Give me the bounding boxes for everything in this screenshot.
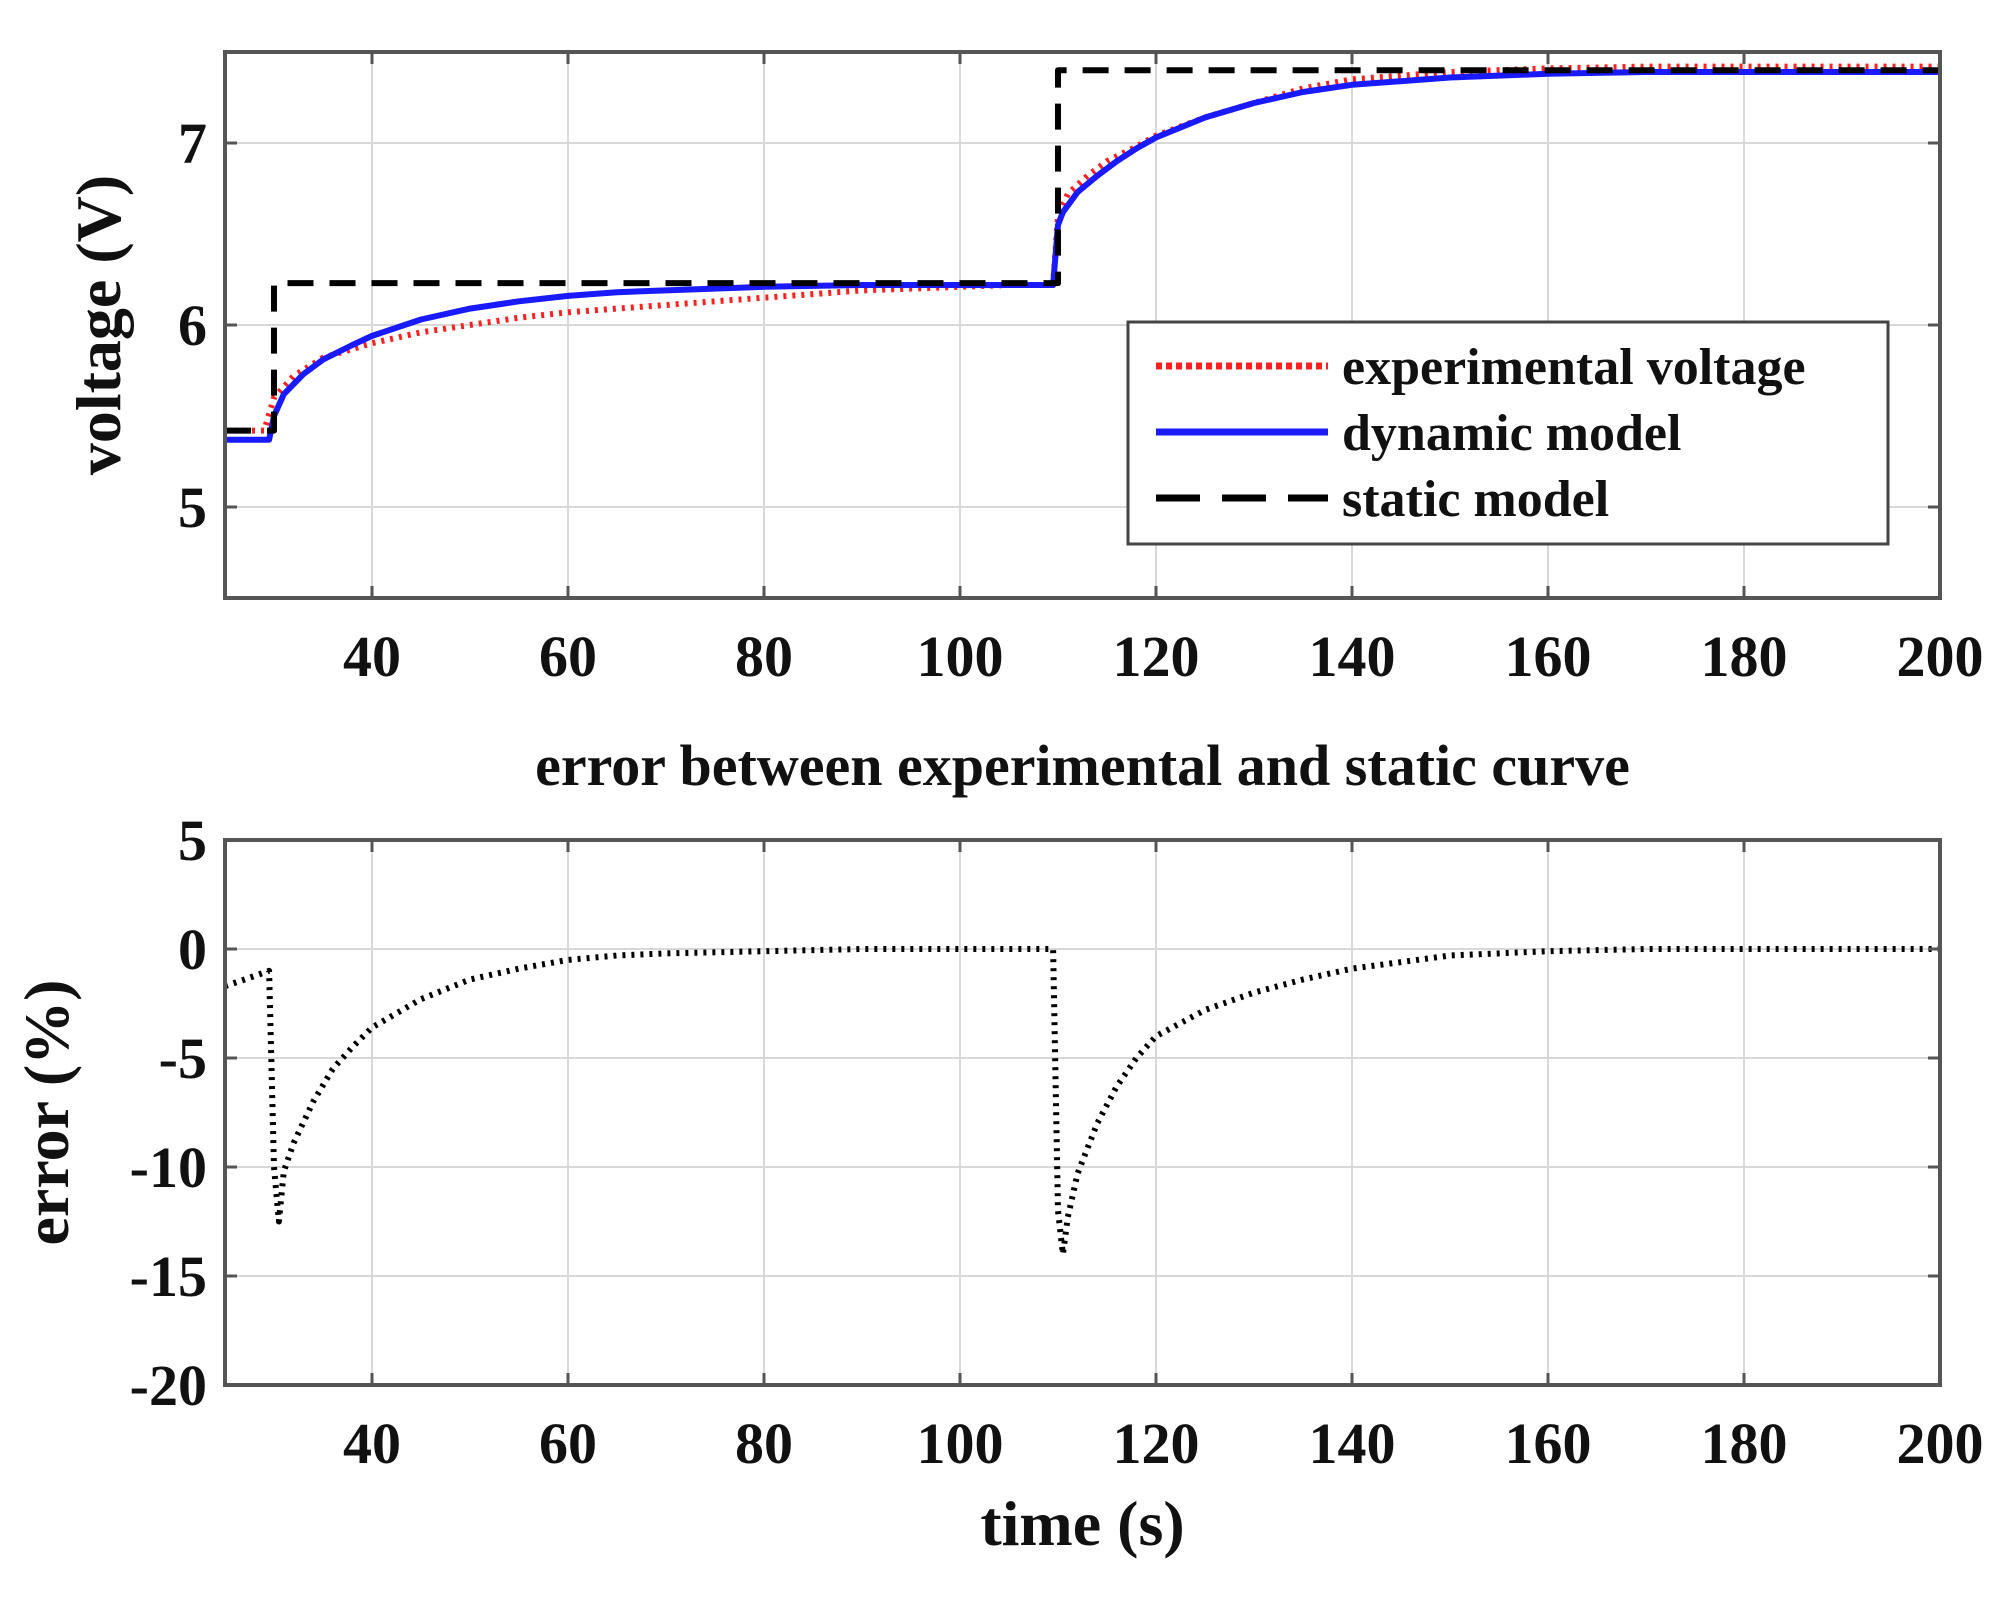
legend: experimental voltage dynamic model static … <box>1126 320 1890 546</box>
x-tick-label: 160 <box>1505 1411 1592 1476</box>
y-tick-label: -15 <box>130 1244 207 1309</box>
y-tick-label: 5 <box>178 808 207 873</box>
x-tick-label: 120 <box>1113 1411 1200 1476</box>
x-tick-label: 180 <box>1701 1411 1788 1476</box>
y-tick-label: -10 <box>130 1135 207 1200</box>
x-tick-label: 60 <box>539 624 597 689</box>
x-tick-label: 120 <box>1113 624 1200 689</box>
y-tick-label: -5 <box>159 1026 207 1091</box>
x-tick-label: 60 <box>539 1411 597 1476</box>
x-tick-label: 200 <box>1897 1411 1984 1476</box>
error-chart: 40 60 80 100 120 140 160 180 200 5 0 -5 -10 -15 -20 err… <box>11 733 1984 1559</box>
legend-label-experimental: experimental voltage <box>1342 339 1806 396</box>
plot-frame <box>223 838 1942 1387</box>
x-tick-label: 180 <box>1701 624 1788 689</box>
x-tick-label: 100 <box>917 1411 1004 1476</box>
x-tick-label: 140 <box>1309 1411 1396 1476</box>
y-tick-label: 6 <box>178 293 207 358</box>
y-axis-label: error (%) <box>11 980 82 1246</box>
y-tick-label: 0 <box>178 917 207 982</box>
y-tick-label: 5 <box>178 475 207 540</box>
y-tick-label: 7 <box>178 111 207 176</box>
y-tick-label: -20 <box>130 1353 207 1418</box>
legend-label-dynamic: dynamic model <box>1342 405 1681 462</box>
x-axis-label: time (s) <box>980 1488 1184 1559</box>
series-line-static <box>225 67 1940 434</box>
voltage-chart: 40 60 80 100 120 140 160 180 200 5 6 7 voltage (V) ex… <box>63 50 1984 689</box>
x-tick-label: 40 <box>343 624 401 689</box>
x-tick-label: 40 <box>343 1411 401 1476</box>
x-tick-label: 160 <box>1505 624 1592 689</box>
x-tick-label: 100 <box>917 624 1004 689</box>
chart-title: error between experimental and static cu… <box>535 733 1630 798</box>
y-axis-label: voltage (V) <box>63 175 134 475</box>
x-tick-label: 80 <box>735 624 793 689</box>
legend-label-static: static model <box>1342 471 1609 528</box>
x-tick-label: 200 <box>1897 624 1984 689</box>
x-tick-label: 80 <box>735 1411 793 1476</box>
x-tick-label: 140 <box>1309 624 1396 689</box>
